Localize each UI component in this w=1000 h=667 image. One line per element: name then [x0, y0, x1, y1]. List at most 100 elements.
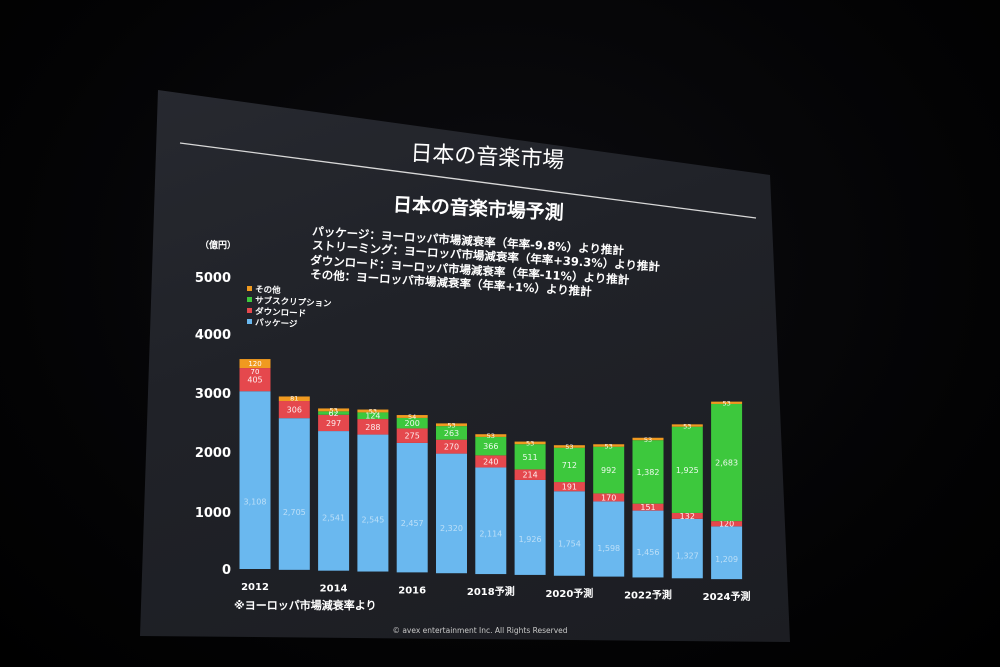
- bar-stack: 1,456 151 1,382 53: [632, 436, 664, 578]
- y-tick-label: 0: [222, 563, 231, 578]
- data-label: 2,457: [401, 519, 424, 528]
- bar-segment: [632, 437, 664, 441]
- data-label: 81: [290, 394, 298, 402]
- x-tick-label: 2016: [398, 585, 426, 596]
- bar-segment: [357, 412, 389, 420]
- data-label: 53: [644, 436, 652, 444]
- bar-stack: 1,754 191 712 53: [553, 443, 585, 576]
- x-tick-label: 2012: [241, 582, 269, 593]
- data-label: 1,926: [519, 535, 542, 544]
- y-tick-label: 5000: [195, 271, 231, 286]
- data-label: 405: [247, 376, 262, 385]
- data-label: 53: [329, 406, 337, 414]
- legend-label: その他: [255, 284, 281, 296]
- bar-segment: [278, 396, 310, 402]
- legend-label: ダウンロード: [255, 306, 306, 319]
- data-label: 3,108: [244, 497, 267, 506]
- data-label: 132: [680, 512, 695, 521]
- bar-segment: [475, 436, 507, 456]
- legend-label: サブスクリプション: [255, 295, 332, 309]
- bar-segment: [514, 444, 546, 470]
- data-label: 53: [683, 422, 691, 430]
- data-label: 214: [522, 471, 537, 480]
- data-label: 240: [483, 457, 498, 466]
- bar-stack: 1,327 132 1,925 53: [671, 422, 703, 579]
- bar-segment: [318, 411, 350, 415]
- bar-segment: [239, 359, 271, 369]
- y-tick-label: 2000: [195, 446, 231, 461]
- bar-segment: [711, 403, 743, 522]
- data-label: 62: [329, 409, 339, 418]
- bar-stack: 1,926 214 511 53: [514, 440, 546, 575]
- bar-segment: [357, 419, 389, 435]
- bar-segment: [553, 445, 585, 448]
- bar-segment: [318, 431, 350, 571]
- data-label: 712: [562, 461, 577, 470]
- data-label: 1,456: [637, 548, 660, 557]
- bar-stack: 2,114 240 366 53: [475, 432, 507, 575]
- data-label: 151: [640, 503, 655, 512]
- bar-segment: [632, 510, 664, 578]
- bar-stack: 1,209 120 2,683 53: [711, 400, 743, 580]
- y-axis: （億円） 0 1000 2000 3000 4000 5000: [195, 239, 236, 578]
- data-label: 263: [444, 429, 459, 438]
- bar-segment: [357, 434, 389, 572]
- data-label: 511: [522, 453, 537, 462]
- data-label: 191: [562, 483, 577, 492]
- bar-segment: [514, 469, 546, 480]
- bar-segment: [711, 526, 743, 580]
- data-label: 1,754: [558, 540, 581, 549]
- data-label: 2,114: [479, 530, 502, 539]
- x-tick-label: 2024予測: [703, 590, 751, 603]
- bar-stack: 1,598 170 992 53: [593, 442, 625, 577]
- y-tick-label: 3000: [195, 387, 231, 402]
- data-label: 53: [605, 442, 613, 450]
- bar-segment: [357, 409, 389, 413]
- bar-segment: [593, 444, 625, 447]
- legend-swatch: [247, 308, 252, 313]
- footnote: ※ヨーロッパ市場減衰率より: [234, 598, 376, 612]
- data-label: 124: [365, 412, 380, 421]
- bar-segment: [239, 368, 271, 392]
- data-label: 306: [287, 406, 302, 415]
- bar-segment: [593, 501, 625, 577]
- bar-segment: [553, 482, 585, 492]
- bar-segment: [632, 503, 664, 511]
- legend-swatch: [247, 297, 252, 302]
- data-label: 992: [601, 466, 616, 475]
- bar-segment: [475, 467, 507, 575]
- bar-segment: [318, 414, 350, 432]
- x-axis: 2012 2014 2016 2018予測 2020予測 2022予測 2024予測: [241, 582, 750, 603]
- bar-segment: [436, 453, 467, 574]
- bar-segment: [475, 434, 507, 437]
- bar-segment: [436, 423, 467, 427]
- data-label: 54: [408, 413, 416, 421]
- data-label: 270: [444, 443, 459, 452]
- bar-segment: [671, 424, 703, 427]
- data-label: 1,209: [715, 555, 738, 564]
- y-tick-label: 4000: [195, 328, 231, 343]
- bar-segment: [593, 446, 625, 494]
- legend-label: パッケージ: [255, 317, 298, 330]
- data-label: 1,925: [676, 466, 699, 475]
- x-tick-label: 2020予測: [545, 587, 593, 600]
- data-label: 53: [369, 408, 377, 416]
- data-label: 170: [601, 493, 616, 502]
- bar-segment: [396, 442, 428, 573]
- data-label: 53: [447, 421, 455, 429]
- bar-segment: [553, 491, 585, 576]
- bar-segment: [711, 521, 743, 527]
- bars: 3,108405120702,705306812,54129762532,545…: [239, 359, 743, 580]
- bar-segment: [632, 440, 664, 504]
- bar-segment: [396, 428, 428, 443]
- data-label: 120: [719, 520, 734, 529]
- bar-segment: [711, 401, 743, 404]
- bar-segment: [671, 426, 703, 513]
- bar-segment: [318, 408, 350, 412]
- bar-segment: [475, 455, 507, 468]
- bar-segment: [396, 415, 428, 418]
